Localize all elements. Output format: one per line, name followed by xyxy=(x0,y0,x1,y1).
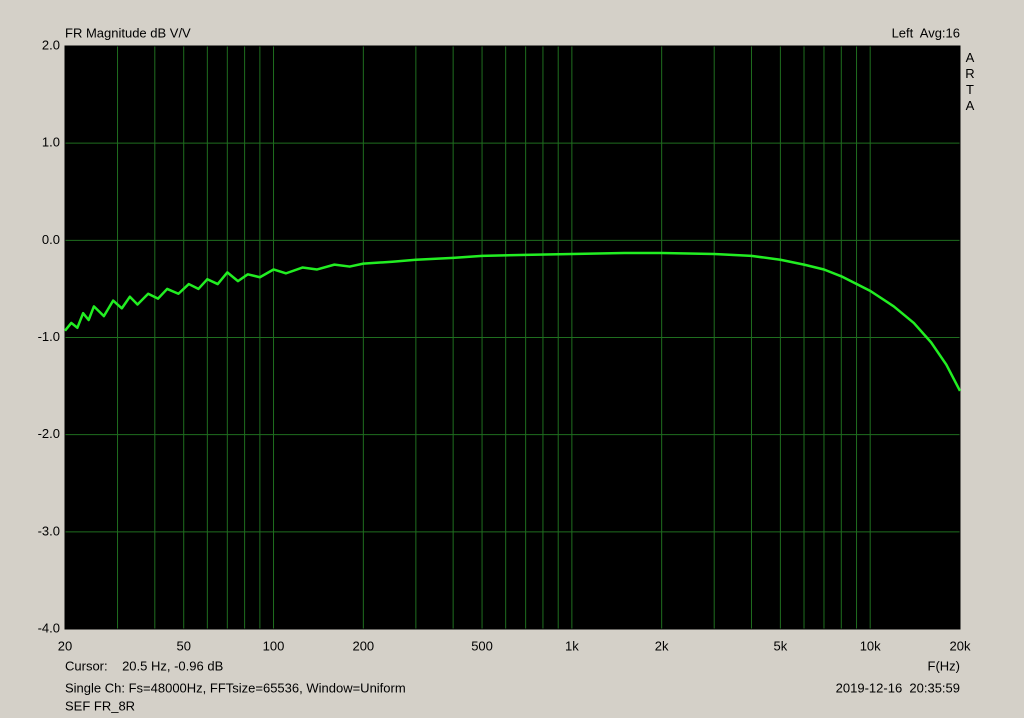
y-tick-label: -4.0 xyxy=(38,620,60,635)
x-tick-label: 5k xyxy=(774,638,788,653)
x-tick-label: 2k xyxy=(655,638,669,653)
file-name: SEF FR_8R xyxy=(65,698,135,713)
plot-border xyxy=(64,45,961,630)
watermark: ARTA xyxy=(963,50,978,114)
y-tick-label: 2.0 xyxy=(42,37,60,52)
x-tick-label: 50 xyxy=(176,638,190,653)
y-tick-label: -3.0 xyxy=(38,523,60,538)
channel-info: Left Avg:16 xyxy=(892,25,960,40)
x-tick-label: 200 xyxy=(352,638,374,653)
y-tick-label: -2.0 xyxy=(38,426,60,441)
x-tick-label: 500 xyxy=(471,638,493,653)
y-tick-label: 0.0 xyxy=(42,232,60,247)
chart-title: FR Magnitude dB V/V xyxy=(65,25,191,40)
data-line xyxy=(64,251,962,392)
x-tick-label: 100 xyxy=(263,638,285,653)
timestamp: 2019-12-16 20:35:59 xyxy=(836,680,960,695)
cursor-readout: Cursor: 20.5 Hz, -0.96 dB xyxy=(65,658,223,673)
y-tick-label: 1.0 xyxy=(42,135,60,150)
x-tick-label: 10k xyxy=(860,638,881,653)
x-tick-label: 20k xyxy=(950,638,971,653)
x-axis-label: F(Hz) xyxy=(928,658,961,673)
x-tick-label: 1k xyxy=(565,638,579,653)
settings-info: Single Ch: Fs=48000Hz, FFTsize=65536, Wi… xyxy=(65,680,406,695)
y-tick-label: -1.0 xyxy=(38,329,60,344)
x-tick-label: 20 xyxy=(58,638,72,653)
